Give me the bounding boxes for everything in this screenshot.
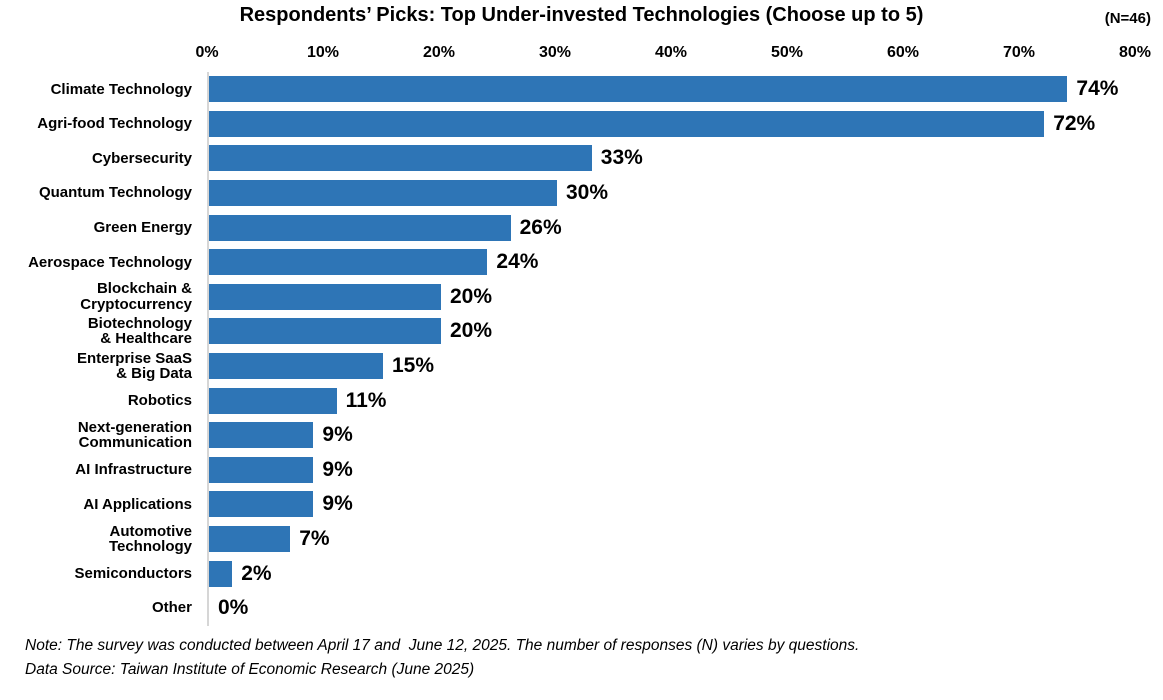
chart-header: Respondents’ Picks: Top Under-invested T… [0, 0, 1163, 38]
x-axis-tick: 10% [306, 44, 340, 61]
bar-row: Quantum Technology 30% [0, 175, 1163, 211]
bar-area: 15% [207, 348, 1163, 384]
x-axis: 0% 10% 20% 30% 40% 50% 60% 70% 80% [195, 38, 1163, 70]
bar [209, 353, 383, 380]
value-label: 9% [322, 423, 353, 447]
bar-row: Agri-food Technology 72% [0, 106, 1163, 142]
bar [209, 249, 488, 276]
value-label: 0% [218, 596, 249, 620]
value-label: 72% [1053, 111, 1096, 135]
sample-size-label: (N=46) [1104, 10, 1151, 27]
category-label: Other [151, 599, 192, 617]
bar-area: 24% [207, 244, 1163, 280]
bar-row: Next-generation Communication 9% [0, 417, 1163, 453]
bar-area: 9% [207, 487, 1163, 522]
bar-area: 9% [207, 417, 1163, 453]
value-label: 20% [450, 284, 493, 308]
value-label: 9% [322, 492, 353, 516]
bar-row: Automotive Technology 7% [0, 521, 1163, 557]
x-axis-tick: 50% [770, 44, 804, 61]
value-label: 20% [450, 319, 493, 343]
bar-row: Climate Technology 74% [0, 72, 1163, 107]
bar-row: Green Energy 26% [0, 210, 1163, 245]
value-label: 33% [600, 146, 643, 170]
x-axis-tick: 20% [422, 44, 456, 61]
bar-area: 30% [207, 175, 1163, 211]
bar [209, 560, 233, 587]
bar-row: AI Infrastructure 9% [0, 452, 1163, 488]
x-axis-tick: 40% [654, 44, 688, 61]
bar-area: 74% [207, 72, 1163, 107]
category-label: Robotics [127, 391, 192, 409]
bar-rows: Climate Technology 74% Agri-food Technolog… [0, 72, 1163, 626]
category-label: Enterprise SaaS & Big Data [76, 349, 192, 383]
value-label: 24% [496, 250, 539, 274]
category-label: Climate Technology [50, 80, 192, 98]
bar [209, 180, 557, 207]
category-label: Blockchain & Cryptocurrency [80, 280, 192, 313]
category-label: Quantum Technology [38, 184, 192, 202]
bar-area: 72% [207, 106, 1163, 142]
bar [209, 283, 441, 310]
value-label: 15% [392, 354, 435, 378]
bar-area: 9% [207, 452, 1163, 488]
x-axis-tick: 60% [886, 44, 920, 61]
bar [209, 456, 314, 483]
category-label: Semiconductors [74, 564, 192, 582]
bar-row: Aerospace Technology 24% [0, 244, 1163, 280]
bar-row: Semiconductors 2% [0, 556, 1163, 591]
chart-title: Respondents’ Picks: Top Under-invested T… [239, 4, 924, 26]
bar [209, 387, 337, 414]
value-label: 9% [322, 457, 353, 481]
category-label: Cybersecurity [91, 149, 192, 167]
category-label: Agri-food Technology [37, 115, 192, 133]
value-label: 30% [566, 181, 609, 205]
bar-area: 20% [207, 314, 1163, 349]
value-label: 26% [519, 215, 562, 239]
category-label: Aerospace Technology [28, 253, 192, 271]
x-axis-tick: 70% [1002, 44, 1036, 61]
bar [209, 214, 511, 241]
footnotes: Note: The survey was conducted between A… [25, 634, 1163, 682]
bar-area: 2% [207, 556, 1163, 591]
bar-row: Robotics 11% [0, 383, 1163, 418]
bar-area: 26% [207, 210, 1163, 245]
bar [209, 526, 291, 553]
bar [209, 110, 1045, 137]
x-axis-tick: 30% [538, 44, 572, 61]
x-axis-tick: 80% [1118, 44, 1152, 61]
bar-row: Other 0% [0, 590, 1163, 626]
bar [209, 422, 314, 449]
bar-row: Blockchain & Cryptocurrency 20% [0, 279, 1163, 315]
bar-area: 20% [207, 279, 1163, 315]
value-label: 11% [345, 388, 387, 412]
bar-area: 11% [207, 383, 1163, 418]
bar-area: 7% [207, 521, 1163, 557]
category-label: Green Energy [93, 218, 192, 236]
bar-row: Biotechnology & Healthcare 20% [0, 314, 1163, 349]
survey-note: Note: The survey was conducted between A… [25, 636, 860, 654]
value-label: 7% [299, 527, 330, 551]
bar [209, 491, 314, 518]
bar [209, 318, 441, 345]
value-label: 2% [241, 561, 272, 585]
category-label: Automotive Technology [108, 522, 192, 556]
category-label: Next-generation Communication [77, 418, 192, 452]
bar-area: 0% [207, 590, 1163, 626]
bar-row: Cybersecurity 33% [0, 141, 1163, 176]
bar-area: 33% [207, 141, 1163, 176]
value-label: 74% [1076, 77, 1119, 101]
category-label: AI Infrastructure [75, 461, 192, 479]
bar [209, 145, 592, 172]
bar-row: Enterprise SaaS & Big Data 15% [0, 348, 1163, 384]
x-axis-tick: 0% [195, 44, 219, 61]
category-label: Biotechnology & Healthcare [87, 314, 192, 348]
bar [209, 76, 1068, 103]
category-label: AI Applications [83, 495, 192, 513]
data-source-note: Data Source: Taiwan Institute of Economi… [25, 660, 475, 678]
bar-row: AI Applications 9% [0, 487, 1163, 522]
